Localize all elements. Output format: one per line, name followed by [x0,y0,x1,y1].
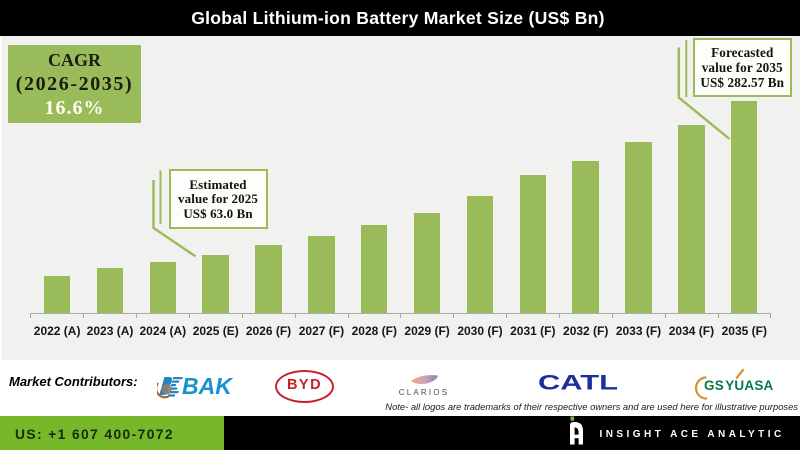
svg-text:CATL: CATL [538,371,618,391]
